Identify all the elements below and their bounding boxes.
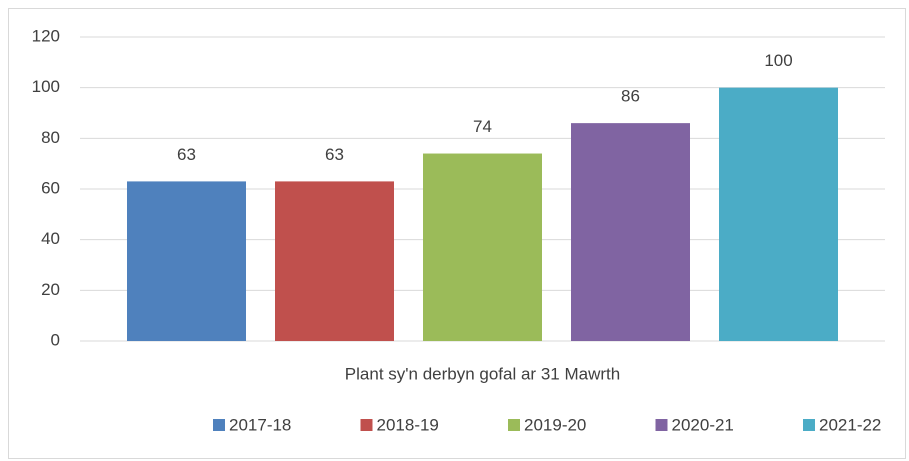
data-label: 63 xyxy=(325,145,344,164)
y-tick-label: 0 xyxy=(51,330,60,349)
data-label: 74 xyxy=(473,117,492,136)
legend-swatch xyxy=(508,419,520,431)
legend-swatch xyxy=(803,419,815,431)
legend-swatch xyxy=(213,419,225,431)
legend-label: 2019-20 xyxy=(524,415,586,434)
x-tick-label: Plant sy'n derbyn gofal ar 31 Mawrth xyxy=(345,364,620,383)
legend-label: 2020-21 xyxy=(672,415,734,434)
data-label: 86 xyxy=(621,87,640,106)
legend-swatch xyxy=(360,419,373,431)
y-tick-label: 100 xyxy=(32,77,60,96)
legend-label: 2021-22 xyxy=(819,415,881,434)
y-tick-label: 80 xyxy=(41,128,60,147)
bar xyxy=(275,181,394,341)
y-tick-label: 120 xyxy=(32,26,60,45)
legend-label: 2017-18 xyxy=(229,415,291,434)
y-tick-label: 20 xyxy=(41,280,60,299)
y-tick-label: 40 xyxy=(41,229,60,248)
y-tick-label: 60 xyxy=(41,178,60,197)
data-label: 100 xyxy=(764,51,792,70)
data-label: 63 xyxy=(177,145,196,164)
bar xyxy=(571,123,690,341)
legend-label: 2018-19 xyxy=(377,415,439,434)
bar xyxy=(127,181,246,341)
legend-swatch xyxy=(655,419,668,431)
bar xyxy=(423,153,542,341)
bar xyxy=(719,87,838,342)
